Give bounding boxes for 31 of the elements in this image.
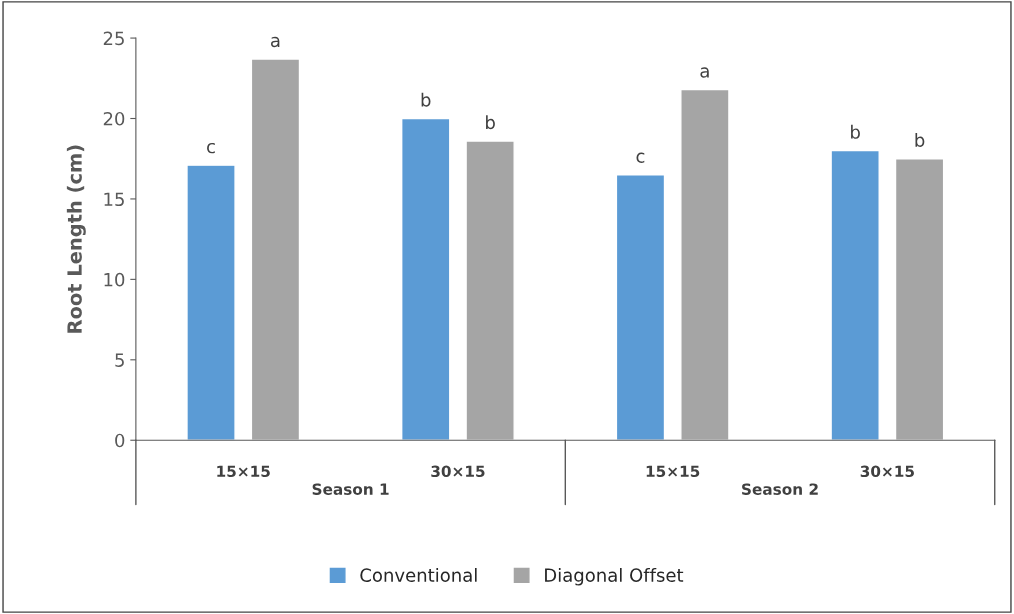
bar (186, 164, 236, 441)
bar (250, 58, 301, 441)
bar (400, 117, 451, 441)
y-tick-label: 15 (104, 192, 124, 207)
bar (894, 158, 945, 441)
text: Season 1 (312, 483, 389, 495)
y-tick-label: 20 (103, 111, 125, 126)
legend-label: Diagonal Offset (545, 568, 684, 586)
x-tick-label: 30×15 (860, 465, 914, 478)
data-label: a (700, 67, 709, 78)
y-tick-label: 0 (115, 433, 125, 448)
data-label: b (915, 132, 925, 147)
y-tick-label: 25 (103, 31, 124, 46)
y-tick-label: 10 (104, 272, 125, 287)
data-label: b (421, 92, 431, 107)
x-tick-label: 30×15 (431, 465, 485, 478)
y-tick-label: 5 (115, 353, 124, 367)
data-label: a (270, 36, 280, 48)
text: Season 2 (742, 483, 818, 495)
bar (465, 140, 515, 441)
y-axis-title: Root Length (cm) (66, 145, 86, 333)
x-tick-label: 15×15 (217, 465, 270, 478)
data-label: b (486, 115, 495, 130)
data-label: c (207, 142, 215, 154)
bar (680, 88, 730, 441)
data-label: b (851, 124, 860, 139)
x-tick-label: 15×15 (646, 465, 700, 478)
bar (830, 149, 880, 441)
data-label: c (636, 152, 645, 163)
bar (615, 174, 666, 441)
legend-label: Conventional (360, 568, 477, 582)
